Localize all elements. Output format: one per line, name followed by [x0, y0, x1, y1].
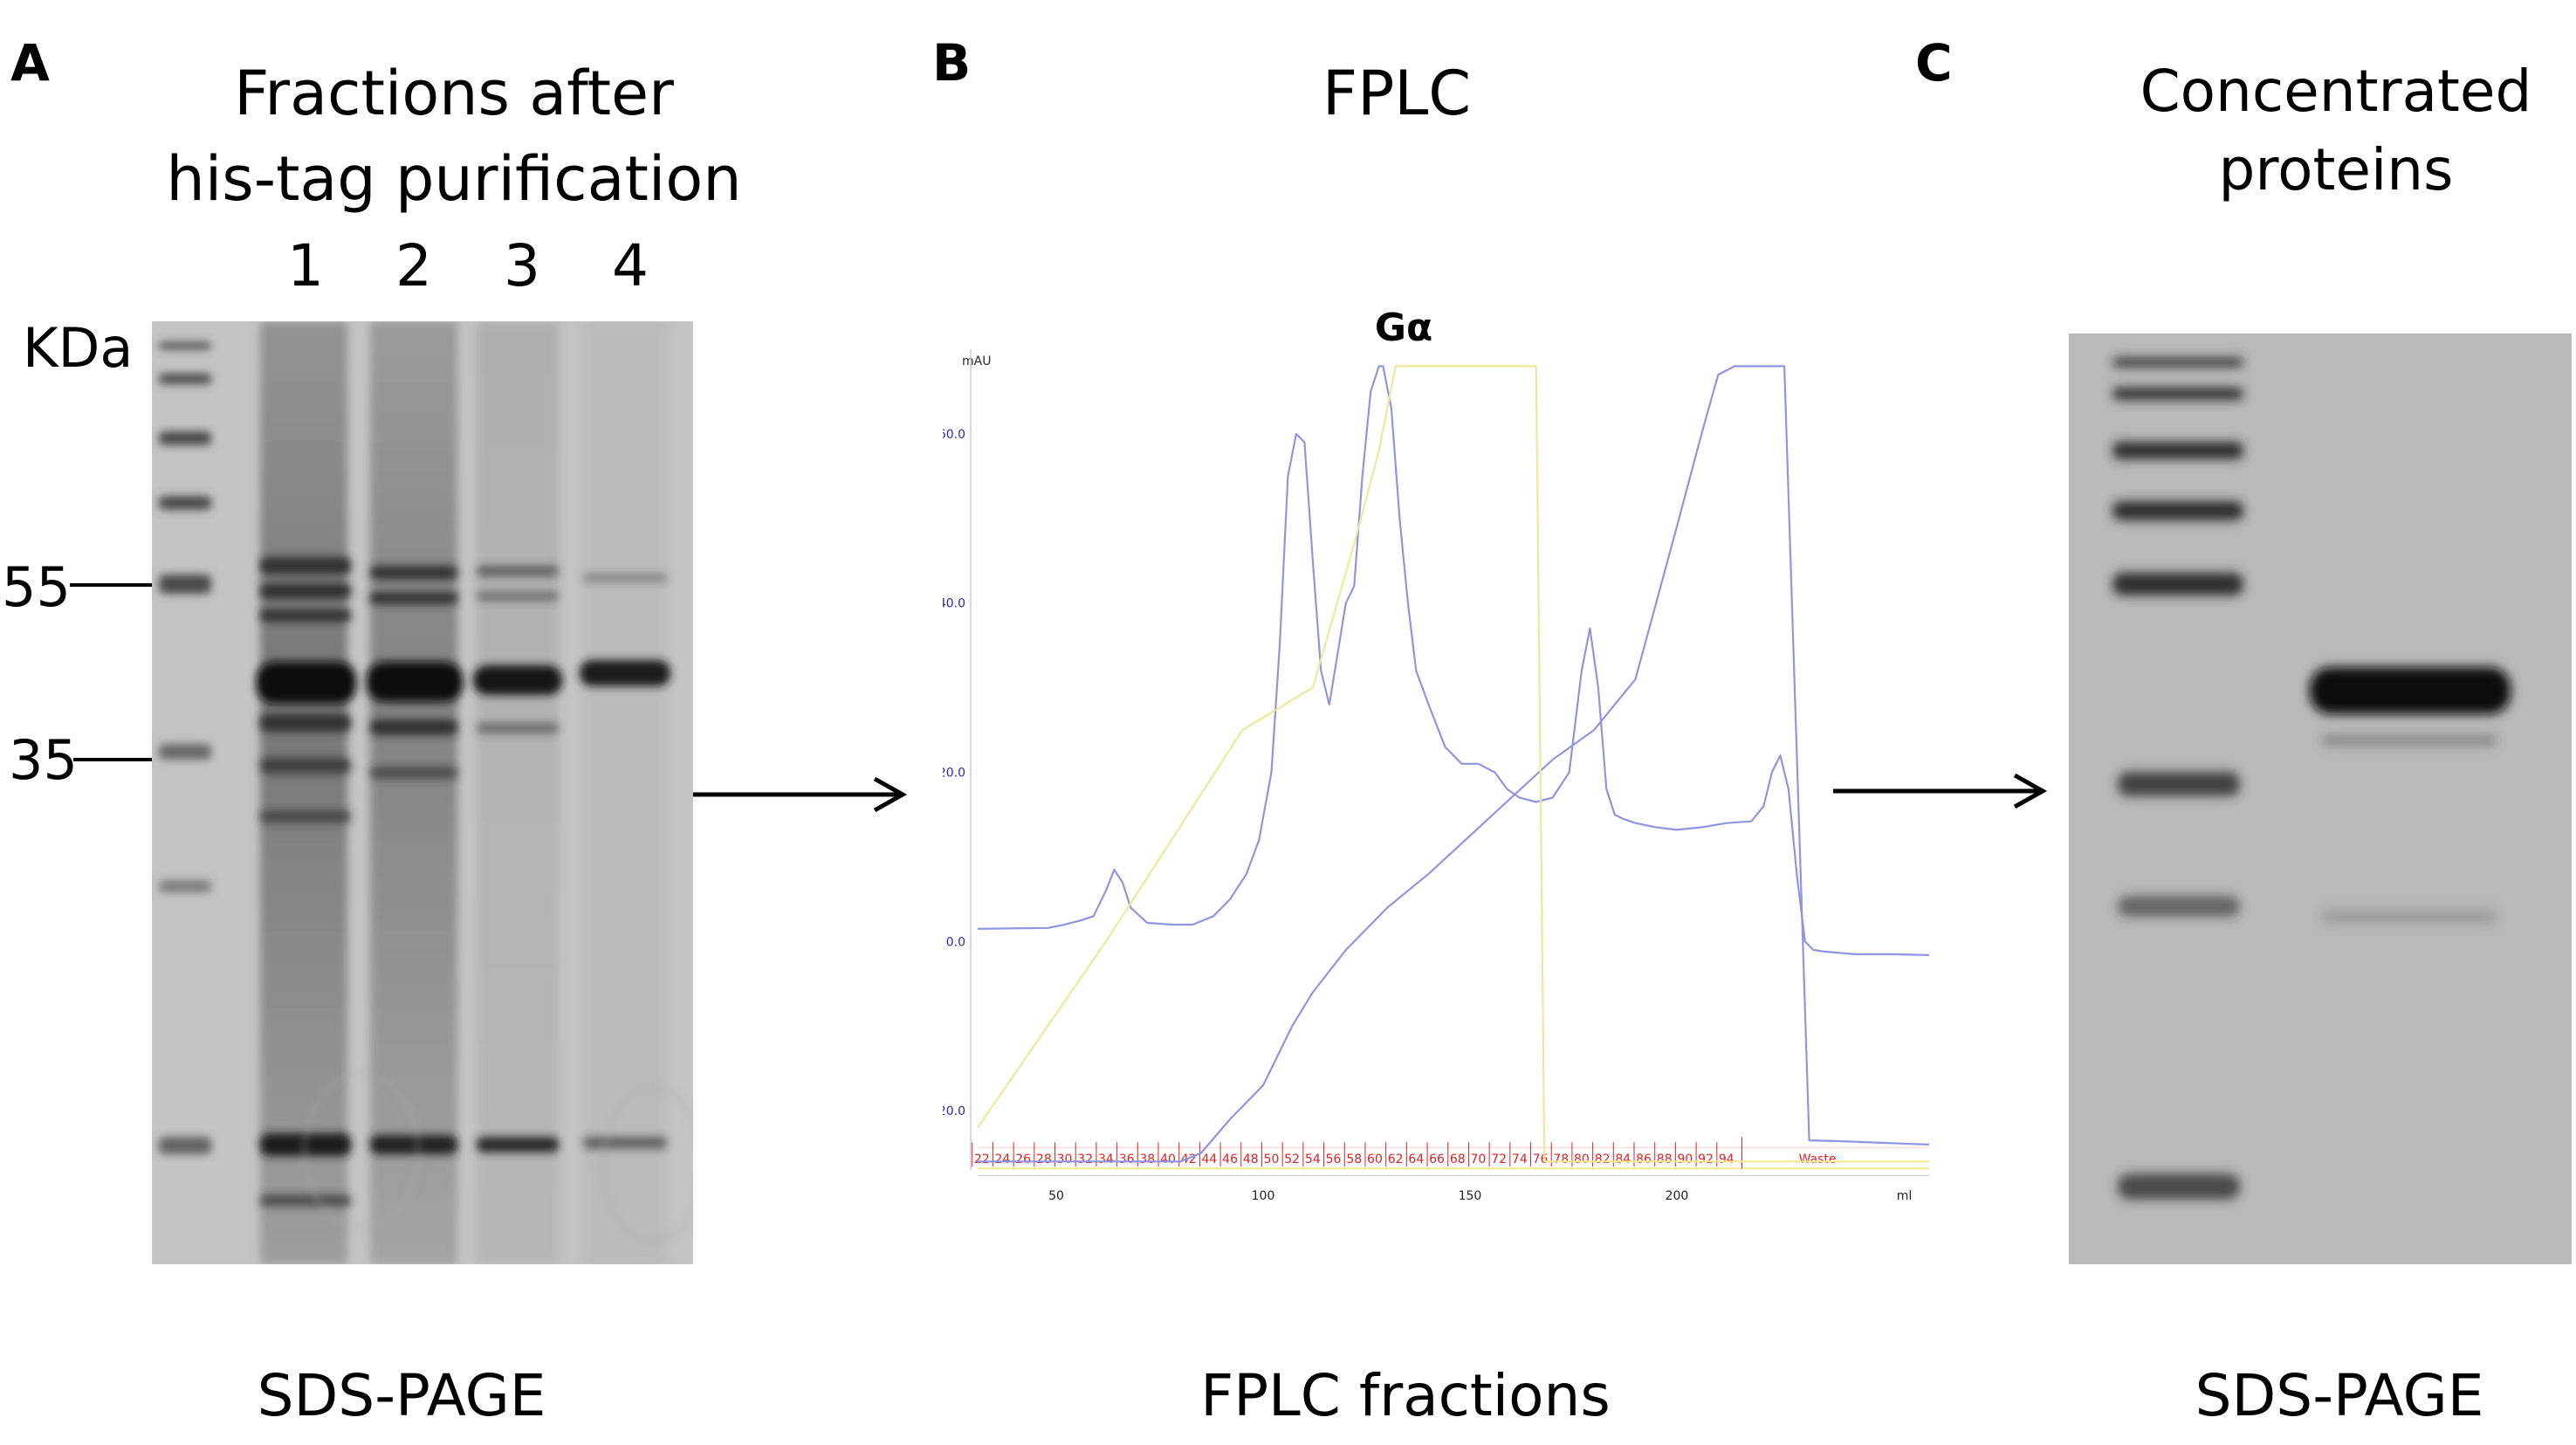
fraction-label: 82: [1595, 1153, 1611, 1166]
lane-label-1: 1: [287, 232, 324, 299]
fraction-label: 94: [1719, 1153, 1735, 1166]
panel-c-title-line2: proteins: [2218, 136, 2454, 203]
chart-title: Gα: [1375, 306, 1432, 350]
x-tick-label: 200: [1666, 1189, 1689, 1203]
fraction-label: 32: [1077, 1153, 1093, 1166]
y-tick-label: 60.0: [943, 428, 965, 442]
y-tick-label: 0.0: [946, 935, 965, 949]
arrow-b-to-c: [1833, 773, 2048, 809]
panel-a-title-line1: Fractions after: [234, 58, 674, 129]
fraction-label: 78: [1553, 1153, 1569, 1166]
fraction-label: 66: [1429, 1153, 1445, 1166]
panel-b-letter: B: [932, 33, 972, 93]
x-tick-label: 100: [1252, 1189, 1275, 1203]
lane-label-4: 4: [612, 232, 649, 299]
fraction-label: 62: [1388, 1153, 1404, 1166]
fraction-label: 76: [1533, 1153, 1549, 1166]
fraction-label: 24: [995, 1153, 1011, 1166]
fraction-label: 50: [1264, 1153, 1280, 1166]
fraction-label: 64: [1408, 1153, 1424, 1166]
panel-b-title: FPLC: [1322, 58, 1472, 129]
fraction-label: 36: [1119, 1153, 1135, 1166]
fraction-label: 84: [1615, 1153, 1631, 1166]
x-tick-label: 50: [1048, 1189, 1064, 1203]
panel-c-title-line1: Concentrated: [2140, 58, 2532, 125]
fraction-label: 90: [1677, 1153, 1693, 1166]
fraction-label: 38: [1139, 1153, 1155, 1166]
fraction-label: 58: [1346, 1153, 1362, 1166]
fraction-label: 70: [1471, 1153, 1487, 1166]
fraction-label: 54: [1305, 1153, 1321, 1166]
arrow-a-to-b: [693, 776, 908, 813]
fraction-label: 26: [1015, 1153, 1031, 1166]
fraction-label: 88: [1657, 1153, 1673, 1166]
y-tick-label: 40.0: [943, 597, 965, 611]
panel-a-letter: A: [10, 33, 50, 93]
panel-c-letter: C: [1915, 33, 1953, 93]
x-tick-label: ml: [1897, 1189, 1913, 1203]
fraction-label: 86: [1636, 1153, 1652, 1166]
fraction-label: 28: [1036, 1153, 1052, 1166]
lane-label-2: 2: [395, 232, 432, 299]
fraction-label: 48: [1243, 1153, 1259, 1166]
fraction-label: 46: [1222, 1153, 1238, 1166]
fraction-label: 60: [1367, 1153, 1383, 1166]
series-line-1: [977, 365, 1930, 956]
y-tick-label: -20.0: [943, 1104, 965, 1118]
x-tick-label: 150: [1459, 1189, 1482, 1203]
series-line-2: [978, 365, 1930, 1163]
fraction-label: 72: [1491, 1153, 1507, 1166]
mw-marker-55-label: 55: [2, 555, 71, 619]
panel-a-title-line2: his-tag purification: [166, 143, 742, 215]
panel-a-caption: SDS-PAGE: [257, 1362, 546, 1429]
fraction-label: 56: [1326, 1153, 1342, 1166]
y-axis-unit-label: mAU: [962, 354, 991, 368]
fraction-label: 92: [1698, 1153, 1714, 1166]
fraction-label: 44: [1201, 1153, 1217, 1166]
panel-b-caption: FPLC fractions: [1200, 1362, 1611, 1429]
series-line-3: [977, 365, 1929, 1163]
fraction-label: 52: [1284, 1153, 1300, 1166]
fraction-label: 30: [1057, 1153, 1073, 1166]
panel-c-caption: SDS-PAGE: [2195, 1362, 2484, 1429]
fraction-label: 40: [1160, 1153, 1176, 1166]
fraction-label: 34: [1098, 1153, 1114, 1166]
fraction-label: 80: [1574, 1153, 1590, 1166]
fplc-chromatogram: Gα mAU 60.0 40.0 20.0 0.0 -20.0 22 24 26 28 30 32…: [943, 306, 1930, 1203]
gel-image-a: [152, 321, 693, 1264]
fraction-label: 68: [1450, 1153, 1466, 1166]
lane-label-3: 3: [504, 232, 540, 299]
y-tick-label: 20.0: [943, 767, 965, 781]
mw-marker-35-label: 35: [9, 728, 78, 792]
mw-marker-55-tick: [70, 583, 155, 587]
mw-marker-35-tick: [73, 758, 155, 761]
waste-label: Waste: [1799, 1153, 1837, 1166]
gel-image-c: [2069, 334, 2572, 1264]
fraction-label: 74: [1512, 1153, 1528, 1166]
mw-unit-label: KDa: [23, 316, 134, 380]
fraction-label: 22: [974, 1153, 990, 1166]
